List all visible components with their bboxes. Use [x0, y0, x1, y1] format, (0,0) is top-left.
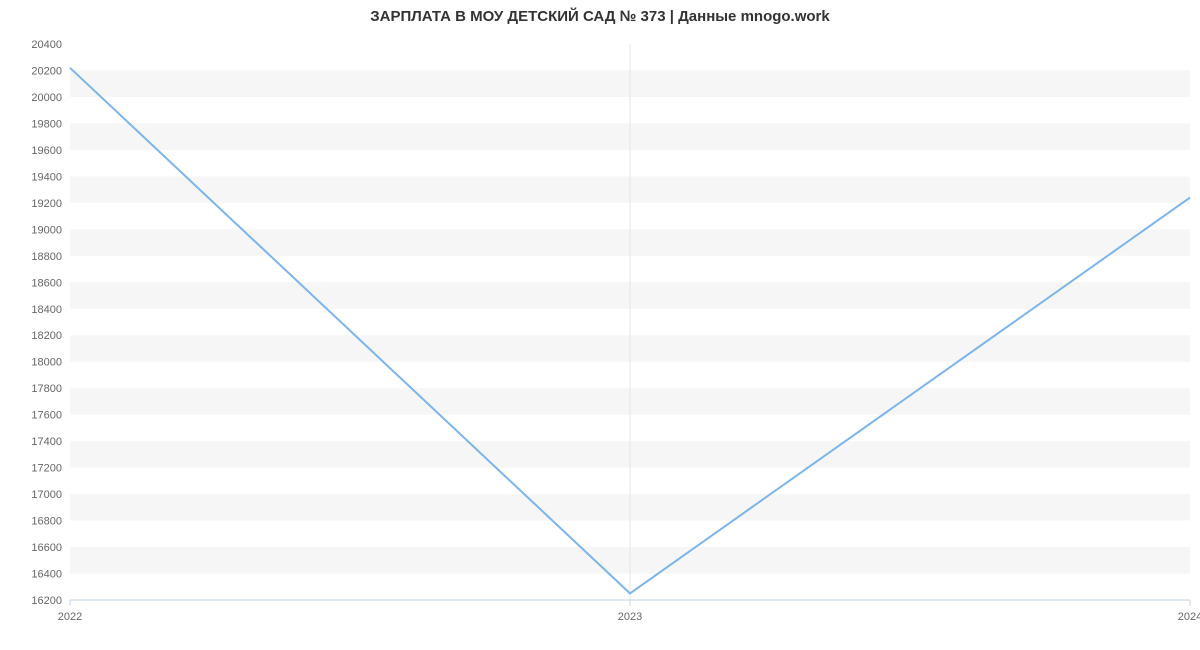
y-tick-label: 19400 [31, 171, 62, 183]
y-tick-label: 17600 [31, 410, 62, 422]
y-tick-label: 19800 [31, 118, 62, 130]
y-tick-label: 16600 [31, 542, 62, 554]
y-tick-label: 18200 [31, 330, 62, 342]
x-tick-label: 2023 [618, 611, 642, 623]
chart-title: ЗАРПЛАТА В МОУ ДЕТСКИЙ САД № 373 | Данны… [0, 8, 1200, 25]
y-tick-label: 17000 [31, 489, 62, 501]
y-tick-label: 19000 [31, 224, 62, 236]
x-tick-label: 2024 [1178, 611, 1200, 623]
y-tick-label: 16800 [31, 516, 62, 528]
y-tick-label: 18600 [31, 277, 62, 289]
chart-svg: 16200 16400 16600 16800 17000 17200 17400 17600… [0, 0, 1200, 650]
y-tick-label: 20200 [31, 65, 62, 77]
y-tick-label: 16400 [31, 569, 62, 581]
y-tick-label: 17800 [31, 383, 62, 395]
y-tick-label: 20000 [31, 92, 62, 104]
y-tick-label: 18800 [31, 251, 62, 263]
y-tick-label: 20400 [31, 39, 62, 51]
y-tick-label: 18400 [31, 304, 62, 316]
y-tick-label: 17400 [31, 436, 62, 448]
salary-line-chart: ЗАРПЛАТА В МОУ ДЕТСКИЙ САД № 373 | Данны… [0, 0, 1200, 650]
x-tick-label: 2022 [58, 611, 82, 623]
y-tick-label: 17200 [31, 463, 62, 475]
y-tick-label: 19200 [31, 198, 62, 210]
y-tick-label: 16200 [31, 595, 62, 607]
y-tick-label: 18000 [31, 357, 62, 369]
y-tick-label: 19600 [31, 145, 62, 157]
